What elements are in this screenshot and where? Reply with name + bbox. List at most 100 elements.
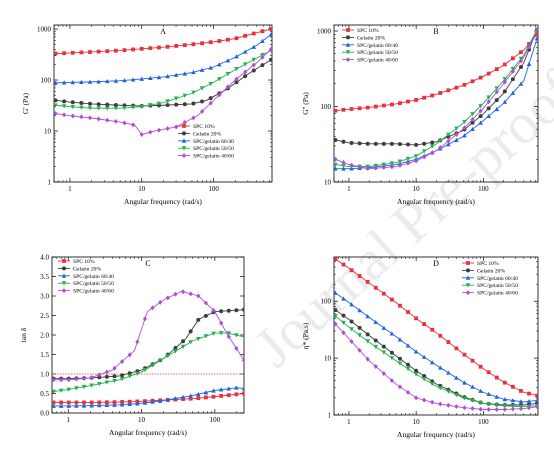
data-point	[217, 92, 222, 98]
data-point	[334, 162, 338, 167]
data-point	[486, 99, 491, 105]
data-point	[173, 345, 178, 350]
data-point	[381, 325, 387, 330]
data-point	[373, 141, 378, 146]
data-point	[454, 85, 459, 90]
data-point	[226, 308, 231, 313]
data-point	[234, 36, 239, 41]
data-point	[81, 384, 87, 390]
data-point	[398, 101, 402, 106]
legend-marker	[466, 268, 470, 273]
series-line	[335, 309, 538, 406]
data-point	[182, 102, 187, 107]
data-point	[157, 45, 161, 50]
data-point	[54, 103, 58, 108]
data-point	[341, 139, 346, 144]
series-group	[54, 27, 272, 138]
data-point	[389, 331, 395, 336]
data-point	[381, 344, 386, 349]
data-point	[413, 154, 419, 159]
data-point	[165, 103, 170, 108]
data-point	[243, 69, 248, 75]
data-point	[156, 75, 162, 80]
data-point	[381, 103, 386, 108]
y-tick-label: 100	[41, 76, 52, 84]
data-point	[89, 400, 94, 405]
data-point	[389, 141, 394, 146]
data-point	[79, 101, 84, 106]
data-point	[349, 268, 354, 273]
data-point	[180, 344, 186, 349]
legend-entry: SPC/gelatin 60/40	[357, 43, 398, 49]
data-point	[74, 376, 79, 382]
legend-entry: Gelatin 20%	[477, 268, 505, 274]
data-point	[203, 313, 208, 318]
data-point	[182, 71, 188, 76]
data-point	[365, 279, 370, 284]
data-point	[349, 162, 354, 168]
data-point	[70, 100, 75, 105]
legend: SPC 10%Gelatin 20%SPC/gelatin 60/40SPC/g…	[58, 259, 114, 295]
data-point	[174, 102, 179, 107]
data-point	[52, 403, 56, 408]
data-point	[357, 325, 362, 330]
data-point	[357, 164, 362, 170]
data-point	[462, 119, 467, 125]
y-tick-label: 2.5	[40, 312, 49, 320]
data-point	[165, 44, 170, 49]
data-point	[199, 67, 205, 72]
data-point	[446, 402, 451, 408]
data-point	[422, 154, 427, 160]
y-tick-label: 3.0	[40, 292, 49, 300]
data-point	[89, 374, 94, 380]
legend-marker	[345, 42, 351, 47]
data-point	[502, 406, 507, 412]
data-point	[478, 75, 483, 80]
legend-marker	[62, 266, 66, 271]
y-tick-label: 1000	[37, 25, 52, 33]
data-point	[462, 133, 467, 138]
data-point	[251, 62, 256, 68]
data-point	[373, 104, 378, 109]
data-point	[242, 307, 244, 312]
data-point	[79, 50, 84, 55]
data-point	[150, 305, 155, 311]
series-line	[53, 290, 244, 381]
legend-entry: SPC/gelatin 60/40	[477, 276, 518, 282]
series-group	[334, 27, 538, 171]
legend-marker	[465, 290, 471, 296]
data-point	[454, 132, 459, 138]
data-point	[510, 69, 515, 75]
data-point	[135, 401, 140, 406]
data-point	[89, 403, 94, 408]
data-point	[119, 402, 125, 407]
data-point	[165, 126, 170, 132]
legend-marker	[182, 124, 186, 128]
data-point	[486, 407, 491, 412]
data-point	[122, 48, 127, 53]
data-point	[494, 86, 500, 91]
data-point	[62, 51, 67, 56]
data-point	[486, 106, 491, 111]
data-point	[357, 141, 362, 146]
x-tick-label: 10	[413, 185, 421, 193]
series-line	[335, 30, 538, 170]
data-point	[365, 105, 370, 110]
data-point	[74, 403, 79, 408]
data-point	[251, 57, 257, 62]
plot-frame	[333, 256, 539, 416]
data-point	[349, 107, 354, 111]
data-point	[104, 374, 109, 379]
legend-entry: SPC/gelatin 40/60	[477, 291, 518, 297]
data-point	[242, 391, 244, 396]
data-point	[226, 331, 232, 336]
data-point	[208, 81, 213, 87]
data-point	[199, 86, 205, 91]
data-point	[478, 114, 483, 119]
data-point	[243, 33, 248, 38]
data-point	[405, 389, 411, 395]
data-point	[96, 116, 101, 122]
data-point	[470, 126, 475, 132]
data-point	[165, 74, 170, 79]
data-point	[398, 303, 402, 308]
